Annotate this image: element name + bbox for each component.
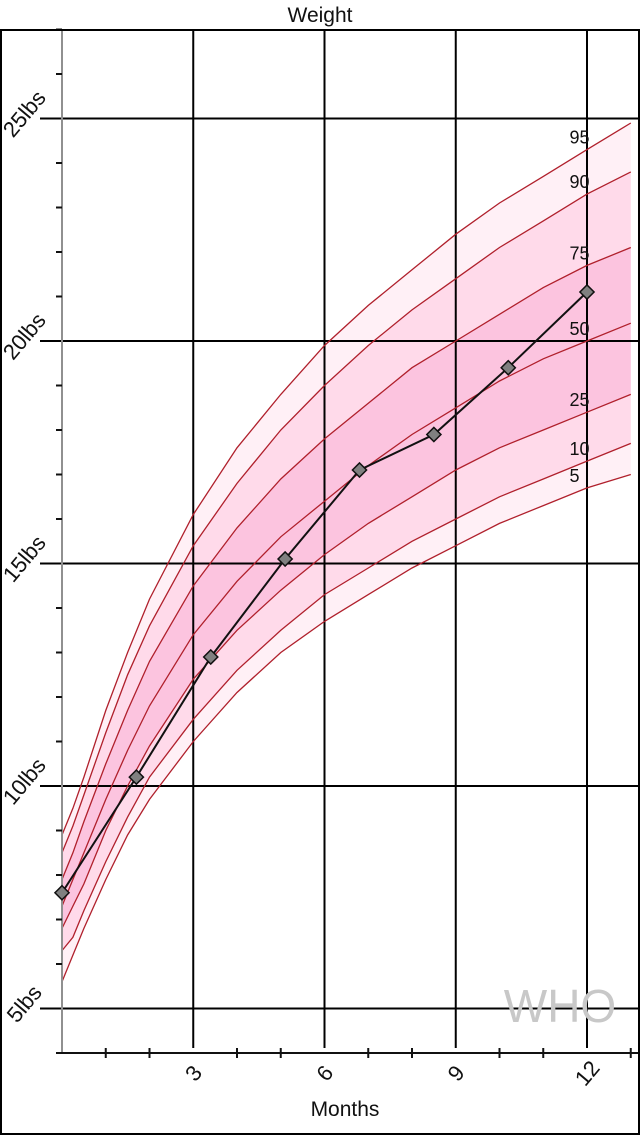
percentile-line-75 <box>61 246 632 880</box>
weight-data-point <box>578 283 596 301</box>
percentile-band-50-25 <box>62 323 631 929</box>
percentile-band-90-75 <box>62 171 631 880</box>
percentile-label-75: 75 <box>570 243 590 263</box>
weight-data-point <box>351 461 368 479</box>
weight-data-point <box>202 648 219 666</box>
weight-data-point <box>128 768 145 786</box>
weight-series-line <box>61 291 588 894</box>
weight-data-point <box>500 359 517 376</box>
percentile-line-25 <box>61 393 632 929</box>
percentile-line-95 <box>61 122 632 836</box>
percentile-label-10: 10 <box>570 439 590 459</box>
percentile-label-95: 95 <box>570 128 590 148</box>
chart-title: Weight <box>288 4 353 27</box>
weight-data-point <box>425 426 443 443</box>
percentile-line-5 <box>61 473 631 983</box>
x-axis-label: Months <box>311 1098 380 1121</box>
percentile-line-50 <box>61 322 632 907</box>
percentile-line-90 <box>61 171 632 854</box>
weight-data-point <box>53 884 71 901</box>
percentile-band-95-90 <box>62 123 631 853</box>
percentile-label-5: 5 <box>570 466 580 486</box>
percentile-label-25: 25 <box>570 390 590 410</box>
percentile-label-90: 90 <box>570 172 590 192</box>
weight-data-point <box>276 550 294 568</box>
percentile-band-75-50 <box>62 247 631 907</box>
percentile-label-50: 50 <box>570 319 590 339</box>
who-watermark: WHO <box>504 980 616 1032</box>
percentile-line-10 <box>61 442 632 952</box>
percentile-band-25-10 <box>62 394 631 951</box>
chart-frame <box>0 29 640 1135</box>
